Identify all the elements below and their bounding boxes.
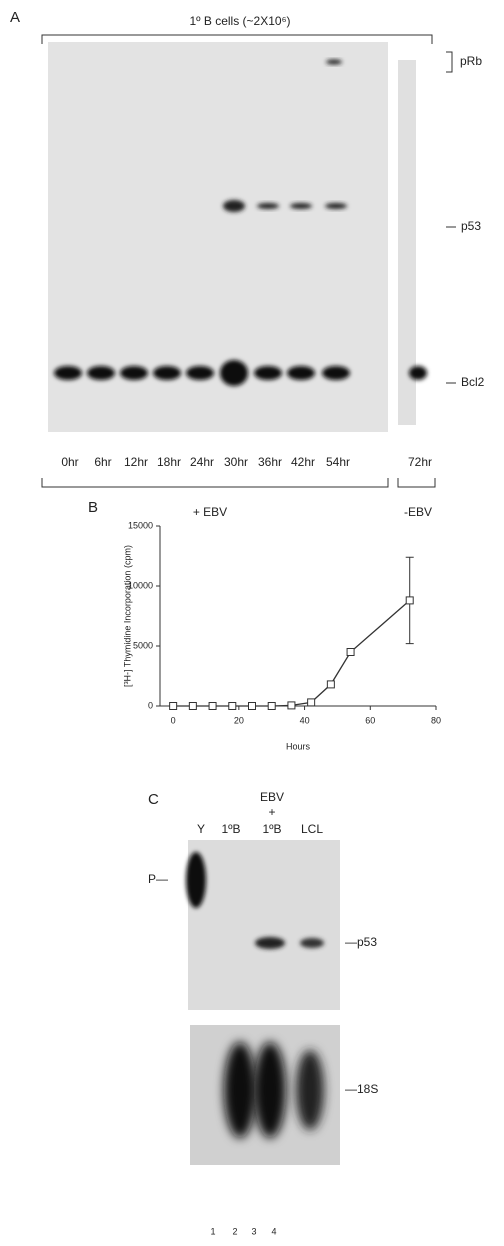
point bbox=[307, 698, 316, 707]
point bbox=[188, 702, 197, 710]
band bbox=[153, 366, 181, 380]
lane-label: 42hr bbox=[291, 455, 315, 469]
bracket bbox=[41, 478, 389, 488]
column-label: + bbox=[268, 805, 275, 819]
band bbox=[54, 366, 82, 380]
x-tick-label: 60 bbox=[365, 715, 375, 725]
lane-label: 54hr bbox=[326, 455, 350, 469]
column-label: EBV bbox=[260, 790, 284, 804]
point bbox=[248, 702, 256, 710]
x-tick-label: 20 bbox=[234, 715, 244, 725]
x-tick-label: 0 bbox=[171, 715, 176, 725]
lane-label: 12hr bbox=[124, 455, 148, 469]
band bbox=[186, 852, 206, 908]
blot bbox=[398, 60, 416, 425]
band-label: p53 bbox=[461, 219, 481, 233]
bands bbox=[54, 59, 427, 386]
y-tick-label: 0 bbox=[148, 700, 153, 710]
panel-label: A bbox=[10, 9, 20, 26]
lane-label: 18hr bbox=[157, 455, 181, 469]
column-label: 1ºB bbox=[262, 822, 281, 836]
y-axis-label: [³H-] Thymidine Incorporation (cpm) bbox=[122, 545, 132, 687]
x-tick-label: 80 bbox=[431, 715, 441, 725]
bracket bbox=[397, 478, 436, 488]
band bbox=[254, 366, 282, 380]
marker-label: —p53 bbox=[345, 935, 377, 949]
band bbox=[325, 203, 347, 209]
band bbox=[87, 366, 115, 380]
band bbox=[322, 366, 350, 380]
lane-label: 36hr bbox=[258, 455, 282, 469]
lane-number: 4 bbox=[271, 1226, 276, 1236]
band bbox=[255, 937, 285, 949]
lane-number: 2 bbox=[232, 1226, 237, 1236]
lane-label: 0hr bbox=[61, 455, 78, 469]
axis bbox=[159, 526, 436, 707]
band bbox=[254, 1042, 286, 1138]
column-label: LCL bbox=[301, 822, 323, 836]
y-tick-label: 15000 bbox=[128, 520, 153, 530]
lane-label: 72hr bbox=[408, 455, 432, 469]
column-label: Y bbox=[197, 822, 205, 836]
band-label: Bcl2 bbox=[461, 375, 485, 389]
band bbox=[300, 938, 324, 948]
band bbox=[326, 59, 342, 65]
point bbox=[405, 596, 414, 605]
point bbox=[169, 702, 178, 710]
band bbox=[409, 366, 427, 380]
band bbox=[223, 200, 245, 212]
lane-label: 6hr bbox=[94, 455, 111, 469]
lane-label: 30hr bbox=[224, 455, 248, 469]
blot bbox=[188, 840, 340, 1010]
marker-label: —18S bbox=[345, 1082, 378, 1096]
x-axis-label: Hours bbox=[286, 741, 311, 751]
column-label: 1ºB bbox=[221, 822, 240, 836]
lane-number: 1 bbox=[210, 1226, 215, 1236]
point bbox=[267, 702, 276, 710]
y-tick-label: 5000 bbox=[133, 640, 153, 650]
y-tick-label: 10000 bbox=[128, 580, 153, 590]
band bbox=[224, 1042, 256, 1138]
x-tick-label: 40 bbox=[300, 715, 310, 725]
bracket bbox=[41, 34, 433, 44]
band bbox=[120, 366, 148, 380]
point bbox=[346, 648, 355, 656]
band bbox=[287, 366, 315, 380]
band bbox=[186, 366, 214, 380]
bracket bbox=[446, 51, 453, 73]
line bbox=[173, 599, 411, 707]
band bbox=[296, 1050, 324, 1130]
band bbox=[220, 360, 248, 386]
band bbox=[290, 203, 312, 209]
lane-number: 3 bbox=[251, 1226, 256, 1236]
marker-label: P— bbox=[148, 872, 168, 886]
point bbox=[228, 702, 237, 710]
point bbox=[326, 680, 335, 689]
point bbox=[208, 702, 217, 710]
lane-label: 24hr bbox=[190, 455, 214, 469]
panel-label: C bbox=[148, 791, 159, 808]
band bbox=[257, 203, 279, 209]
point bbox=[287, 701, 296, 710]
band-label: pRb bbox=[460, 54, 482, 68]
header: 1º B cells (~2X10⁶) bbox=[189, 14, 290, 28]
group-label: -EBV bbox=[404, 505, 432, 519]
group-label: + EBV bbox=[193, 505, 227, 519]
panel-label: B bbox=[88, 499, 98, 516]
